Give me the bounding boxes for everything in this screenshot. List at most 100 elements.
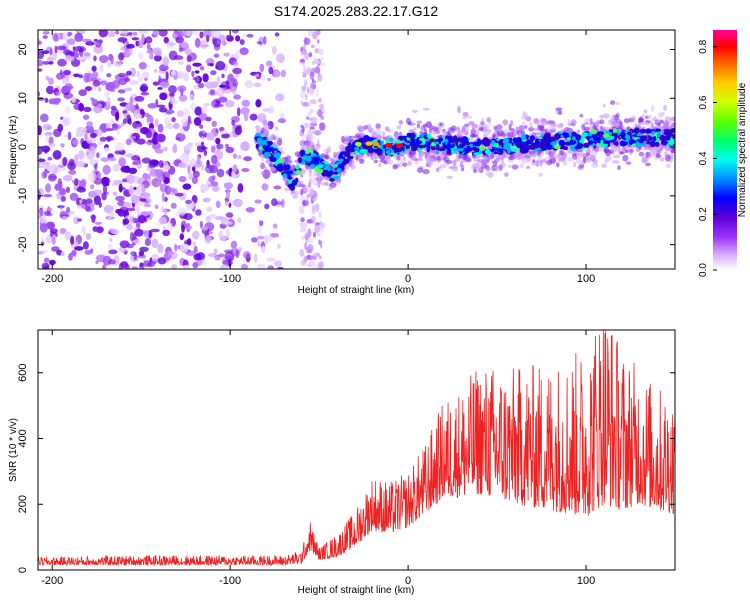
spectrogram-cell (510, 120, 514, 127)
spectrogram-cell (211, 154, 218, 165)
spectrogram-cell (558, 139, 565, 146)
spectrogram-cell (485, 148, 491, 155)
spectrogram-cell (439, 165, 447, 169)
spectrogram-cell (510, 147, 519, 152)
colorbar: 0.0 0.2 0.4 0.6 0.8 Normalized spectral ampl… (698, 30, 748, 277)
spectrogram-cell (108, 53, 113, 61)
spectrogram-cell (319, 122, 326, 131)
spectrogram-cell (193, 170, 200, 178)
spectrogram-cell (201, 105, 208, 114)
spectrogram-cell (199, 220, 203, 229)
spectrogram-cell (306, 193, 311, 199)
spectrogram-cell (418, 149, 423, 156)
spectrogram-cell (430, 129, 435, 135)
spectrogram-cell (69, 51, 75, 57)
spectrogram-cell (148, 123, 155, 130)
spectrogram-cell (236, 107, 241, 117)
snr-y-label: SNR (10 * v/v) (8, 418, 19, 482)
spectrogram-cell (188, 173, 194, 180)
spectrogram-cell (431, 150, 435, 154)
spectrogram-cell (439, 122, 443, 127)
spectrogram-cell (512, 137, 518, 144)
spectrogram-cell (249, 113, 258, 121)
colorbar-tick-label: 0.0 (698, 263, 709, 277)
spectrogram-cell (338, 158, 344, 162)
spectrogram-cell (571, 136, 576, 141)
spectrogram-cell (659, 143, 665, 150)
spectrogram-cell (375, 123, 381, 129)
spectrogram-cell (311, 204, 316, 213)
spectrogram-cell (524, 125, 528, 129)
spectrogram-cell (303, 187, 308, 193)
spectrogram-cell (304, 101, 308, 106)
spectrogram-cell (665, 163, 672, 168)
spectrogram-cell (178, 94, 188, 102)
spectrogram-cell (492, 160, 498, 166)
spectrogram-cell (562, 146, 568, 151)
spectrogram-cell (556, 123, 564, 129)
spectrogram-cell (92, 79, 101, 87)
spectrogram-cell (235, 249, 240, 259)
spectrogram-cell (43, 194, 53, 198)
spectrogram-cell (439, 153, 445, 160)
spectrogram-cell (72, 138, 79, 146)
spectrogram-cell (461, 116, 468, 120)
spectrogram-cell (82, 241, 89, 250)
spectrogram-cell (163, 196, 168, 202)
spectrogram-cell (555, 107, 563, 111)
spectrogram-cell (251, 237, 258, 243)
spectrogram-cell (525, 165, 531, 169)
spectrogram-cell (314, 129, 321, 136)
spectrogram-cell (393, 132, 399, 136)
spectrogram-cell (469, 143, 474, 148)
spectrogram-cell (93, 159, 99, 163)
spectrogram-cell (408, 151, 412, 156)
spectrogram-cell (446, 175, 453, 179)
spectrogram-cell (582, 156, 587, 164)
spectrogram-cell (216, 76, 221, 84)
spectrogram-cell (208, 231, 213, 235)
spectrogram-cell (411, 145, 418, 149)
spectrogram-cell (101, 176, 109, 187)
spectrogram-cell (590, 129, 598, 135)
spectrogram-cell (225, 143, 229, 149)
spectrogram-cell (670, 116, 675, 122)
spectrogram-cell (614, 114, 619, 121)
spectrogram-cell (112, 163, 121, 172)
spectrogram-cell (225, 229, 230, 239)
spectrogram-cell (179, 243, 189, 254)
spectrogram-cell (510, 128, 515, 132)
spectrogram-cell (315, 203, 320, 213)
spectrogram-cell (145, 128, 152, 139)
spectrogram-cell (519, 163, 525, 169)
spectrogram-cell (215, 60, 226, 71)
spectrogram-cell (94, 162, 98, 171)
spectrogram-cell (57, 58, 67, 67)
spectrogram-cell (402, 162, 408, 167)
spectrogram-cell (118, 183, 123, 193)
spectrogram-cell (210, 70, 217, 76)
spectrogram-cell (501, 163, 507, 167)
spectrogram-cell (110, 210, 115, 218)
spectrogram-cell (178, 176, 187, 183)
spectrogram-cell (224, 200, 229, 207)
spectrogram-cell (472, 147, 480, 152)
spectrogram-cell (315, 176, 319, 182)
spectrogram-cell (123, 201, 132, 208)
spectrogram-cell (41, 262, 50, 269)
spectrogram-cell (204, 235, 212, 244)
spectrogram-cell (202, 197, 211, 203)
spectrogram-cell (117, 89, 126, 94)
spectrogram-cell (659, 157, 665, 162)
spectrogram-cell (309, 86, 315, 96)
spectrogram-cell (277, 243, 281, 249)
spectrogram-cell (301, 125, 305, 134)
spectrogram-cell (97, 172, 102, 179)
spectrogram-cell (262, 108, 270, 112)
spectrogram-cell (91, 99, 99, 107)
spectrogram-cell (54, 183, 63, 191)
spectrogram-cell (634, 127, 640, 134)
spectrogram-cell (311, 116, 318, 124)
spectrogram-cell (311, 78, 315, 83)
spectrogram-cell (348, 155, 354, 160)
